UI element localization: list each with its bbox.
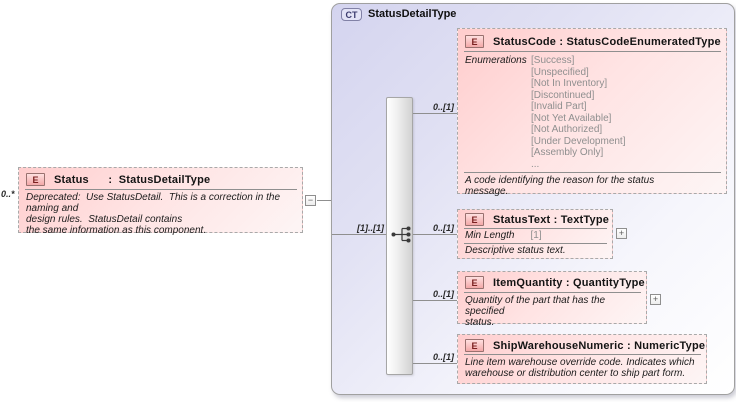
element-annotation: Deprecated: Use StatusDetail. This is a … — [26, 192, 281, 236]
connector-statuscode — [413, 113, 457, 114]
enumerations-values: [Success] [Unspecified] [Not In Inventor… — [531, 55, 626, 170]
connector-shipwarehouse — [413, 363, 457, 364]
element-annotation: Quantity of the part that has the specif… — [465, 295, 606, 328]
connector-root-to-type — [317, 200, 332, 201]
expand-icon[interactable]: + — [650, 294, 661, 305]
element-title: ShipWarehouseNumeric : NumericType — [493, 339, 706, 352]
element-box-statustext[interactable]: E StatusText : TextType Min Length [1] D… — [457, 209, 613, 259]
complex-type-icon: CT — [341, 8, 362, 21]
cardinality-shipwarehouse: 0..[1] — [432, 352, 454, 362]
divider — [25, 189, 297, 190]
cardinality-itemquantity: 0..[1] — [432, 289, 454, 299]
enumerations-label: Enumerations — [465, 55, 527, 66]
element-title-row: E ShipWarehouseNumeric : NumericType — [458, 335, 706, 354]
connector-itemquantity — [413, 300, 457, 301]
enumerations-section: Enumerations [Success] [Unspecified] [No… — [458, 52, 726, 172]
complex-type-container[interactable]: CT StatusDetailType [1]..[1] 0..[1] 0..[… — [331, 3, 735, 395]
element-icon: E — [26, 173, 45, 186]
element-title-row: E StatusCode : StatusCodeEnumeratedType — [458, 29, 726, 51]
collapse-icon[interactable]: − — [305, 195, 316, 206]
facet-row: Min Length [1] — [458, 229, 612, 243]
connector-statustext — [413, 234, 457, 235]
facet-value: [1] — [530, 230, 542, 241]
divider — [464, 354, 701, 355]
connector-input — [332, 234, 386, 235]
sequence-bar — [386, 97, 413, 375]
element-title: Status : StatusDetailType — [54, 173, 211, 186]
divider — [464, 172, 721, 173]
element-annotation: Descriptive status text. — [465, 245, 566, 256]
element-title: StatusText : TextType — [493, 213, 610, 226]
complex-type-name: StatusDetailType — [368, 8, 457, 20]
element-box-shipwarehousenumeric[interactable]: E ShipWarehouseNumeric : NumericType Lin… — [457, 334, 707, 384]
element-title-row: E ItemQuantity : QuantityType — [458, 272, 646, 292]
expand-icon[interactable]: + — [616, 228, 627, 239]
element-box-statuscode[interactable]: E StatusCode : StatusCodeEnumeratedType … — [457, 28, 727, 197]
element-box-status[interactable]: E Status : StatusDetailType Deprecated: … — [18, 167, 303, 236]
cardinality-statuscode: 0..[1] — [432, 102, 454, 112]
element-icon: E — [465, 276, 484, 289]
element-icon: E — [465, 213, 484, 226]
element-title-row: E StatusText : TextType — [458, 210, 612, 228]
compositor-cardinality-label: [1]..[1] — [357, 223, 384, 233]
divider — [464, 243, 607, 244]
element-icon: E — [465, 35, 484, 48]
facet-label: Min Length — [465, 230, 515, 241]
divider — [464, 51, 721, 52]
compositor-icon — [391, 226, 411, 243]
root-cardinality-label: 0..* — [1, 189, 15, 199]
element-title-row: E Status : StatusDetailType — [19, 168, 302, 189]
element-icon: E — [465, 339, 484, 352]
element-box-itemquantity[interactable]: E ItemQuantity : QuantityType Quantity o… — [457, 271, 647, 328]
divider — [464, 228, 607, 229]
element-annotation: A code identifying the reason for the st… — [465, 175, 655, 197]
element-annotation: Line item warehouse override code. Indic… — [465, 357, 695, 379]
cardinality-statustext: 0..[1] — [432, 223, 454, 233]
element-title: StatusCode : StatusCodeEnumeratedType — [493, 35, 721, 48]
divider — [464, 292, 641, 293]
element-title: ItemQuantity : QuantityType — [493, 276, 645, 289]
